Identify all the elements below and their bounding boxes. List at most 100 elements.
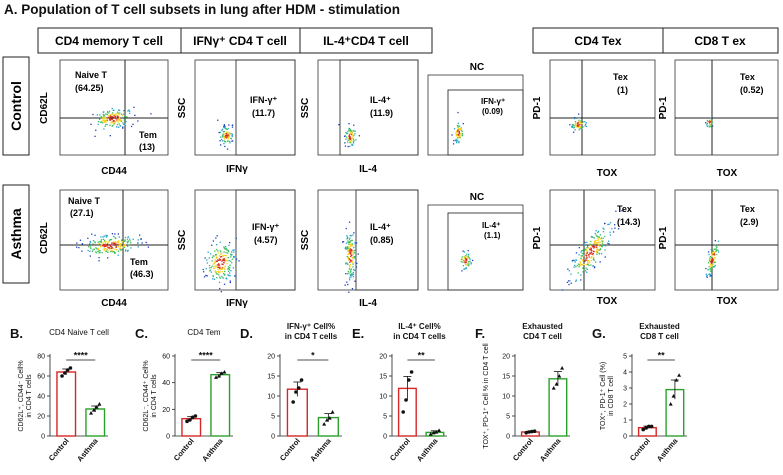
cell-dot [101, 243, 103, 246]
cell-dot [594, 241, 596, 243]
cell-dot [351, 244, 353, 246]
cell-dot [353, 232, 355, 234]
cell-dot [117, 233, 119, 235]
axis-y-pd1: PD-1 [532, 226, 543, 249]
cell-dot [103, 248, 105, 251]
cell-dot [604, 222, 606, 225]
cell-dot [350, 142, 352, 144]
cell-dot [575, 252, 578, 254]
cell-dot [230, 260, 232, 262]
cell-dot [94, 241, 96, 243]
y-tick-label: 60 [162, 354, 170, 361]
cell-dot [580, 122, 582, 125]
cell-dot [591, 236, 593, 238]
cell-dot [99, 116, 101, 118]
cell-dot [212, 275, 214, 277]
cell-dot [466, 264, 468, 266]
cell-dot [100, 241, 102, 243]
cell-dot [102, 118, 104, 120]
cell-dot [122, 253, 124, 256]
cell-dot [218, 131, 220, 134]
cell-dot [579, 123, 581, 126]
cell-dot [123, 245, 125, 247]
chart-title: Exhausted [522, 322, 563, 331]
cell-dot [585, 249, 587, 251]
cell-dot [350, 260, 352, 262]
cell-dot [114, 117, 116, 119]
cell-density-cloud [76, 233, 149, 262]
cell-dot [111, 122, 114, 124]
y-axis-label: in CD4 T cells [26, 374, 33, 418]
cell-dot [76, 242, 78, 244]
cell-dot [595, 230, 597, 232]
cell-dot [349, 266, 351, 268]
cell-dot [350, 270, 352, 273]
cell-dot [218, 263, 220, 265]
label-il4-gate: IL-4⁺ [370, 222, 391, 232]
cell-dot [595, 234, 597, 236]
cell-dot [582, 260, 584, 262]
cell-dot [203, 271, 205, 273]
cell-dot [344, 135, 346, 137]
cell-dot [598, 249, 600, 251]
cell-dot [458, 137, 460, 139]
cell-dot [218, 271, 220, 273]
cell-dot [103, 235, 105, 237]
cell-dot [111, 121, 113, 123]
cell-dot [709, 275, 711, 277]
cell-dot [350, 276, 352, 278]
cell-dot [714, 264, 716, 267]
cell-dot [345, 263, 347, 265]
cell-dot [585, 122, 587, 124]
cell-dot [346, 235, 348, 237]
cell-dot [710, 120, 713, 123]
cell-dot [109, 135, 111, 137]
data-point [554, 382, 559, 386]
cell-dot [599, 241, 601, 243]
cell-dot [107, 257, 109, 259]
cell-dot [215, 254, 217, 256]
cell-dot [220, 138, 223, 141]
cell-dot [713, 254, 715, 256]
cell-dot [229, 264, 231, 267]
cell-dot [716, 245, 718, 247]
cell-dot [229, 267, 231, 269]
cell-dot [468, 253, 470, 255]
cell-dot [106, 235, 108, 238]
cell-dot [227, 131, 229, 133]
cell-dot [105, 234, 107, 237]
cell-dot [467, 250, 469, 252]
cell-dot [117, 250, 120, 252]
cell-dot [214, 259, 216, 261]
cell-dot [463, 257, 466, 259]
cell-dot [603, 228, 605, 230]
cell-dot [216, 271, 218, 273]
cell-dot [119, 244, 121, 246]
cell-dot [709, 267, 711, 270]
cell-dot [126, 250, 129, 252]
cell-dot [104, 244, 106, 246]
cell-density-cloud [569, 113, 588, 133]
cell-dot [226, 148, 229, 150]
cell-dot [225, 277, 227, 279]
cell-dot [573, 131, 575, 133]
cell-dot [587, 245, 589, 247]
cell-dot [235, 237, 237, 239]
cell-density-cloud [90, 106, 152, 137]
header-il4-cd4: IL-4⁺CD4 T cell [323, 34, 409, 48]
cell-dot [457, 130, 459, 133]
cell-dot [113, 123, 115, 125]
cell-dot [461, 129, 463, 131]
y-tick-label: 0 [41, 434, 45, 441]
cell-dot [101, 251, 103, 254]
cell-dot [577, 122, 579, 124]
y-tick-label: 3 [623, 386, 627, 393]
cell-dot [114, 122, 116, 124]
cell-dot [227, 249, 229, 252]
cell-dot [117, 117, 119, 119]
cell-dot [91, 250, 93, 253]
cell-dot [352, 262, 354, 264]
cell-dot [110, 114, 112, 116]
cell-dot [581, 256, 583, 258]
cell-dot [573, 260, 576, 262]
